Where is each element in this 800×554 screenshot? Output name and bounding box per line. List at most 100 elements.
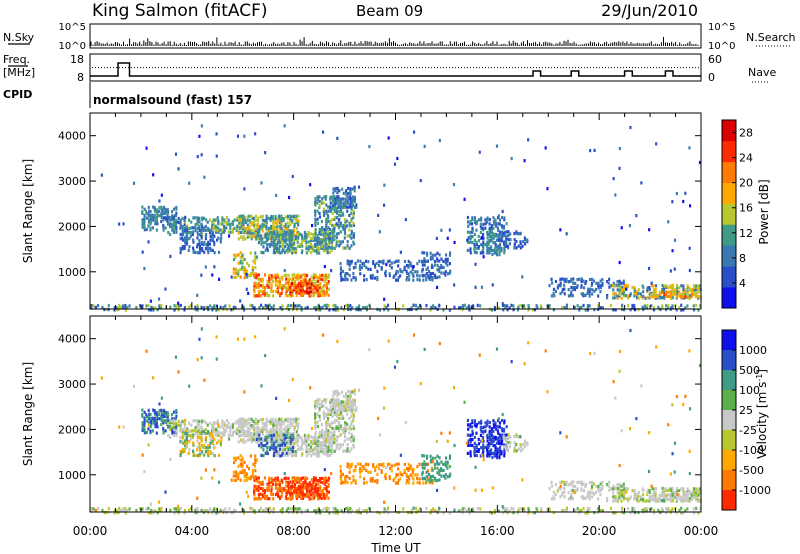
velocity-cell [307, 435, 310, 439]
power-cell [377, 263, 381, 268]
power-cell [198, 244, 202, 249]
velocity-cell [287, 482, 290, 486]
power-cell [327, 209, 330, 213]
velocity-cell [294, 482, 297, 487]
power-cell [699, 295, 702, 299]
power-cell [342, 213, 345, 217]
power-cell [406, 264, 409, 268]
power-cell [446, 259, 449, 263]
velocity-cell [344, 421, 347, 425]
power-cell [201, 216, 204, 220]
power-cell [444, 257, 447, 261]
power-cell [287, 277, 290, 281]
velocity-cell [281, 491, 284, 495]
power-cell [350, 232, 353, 236]
colorbar-swatch [722, 245, 736, 267]
velocity-cell [319, 493, 322, 497]
velocity-cell [345, 408, 348, 412]
power-cell [487, 249, 490, 253]
power-cell [241, 259, 244, 263]
power-cell [165, 216, 168, 220]
power-cell [303, 236, 306, 240]
velocity-cell [352, 406, 355, 410]
velocity-cell [479, 425, 482, 429]
power-cell [246, 231, 249, 235]
velocity-cell [243, 470, 246, 475]
power-cell [491, 283, 494, 287]
power-cell [686, 304, 689, 308]
power-cell [139, 304, 142, 308]
velocity-cell [469, 450, 472, 454]
velocity-cell [327, 445, 330, 449]
velocity-cell [289, 435, 292, 439]
velocity-cell [292, 453, 296, 457]
power-cell [252, 259, 255, 263]
power-cell [635, 214, 638, 218]
velocity-cell [418, 462, 421, 466]
power-cell [622, 279, 625, 283]
power-cell [501, 302, 504, 306]
velocity-cell [339, 465, 342, 469]
velocity-cell [182, 441, 185, 445]
velocity-cell [229, 429, 232, 433]
power-cell [680, 303, 683, 307]
velocity-cell [353, 435, 356, 439]
velocity-cell [185, 435, 188, 439]
velocity-cell [369, 479, 372, 483]
power-cell [149, 226, 152, 230]
velocity-cell [248, 421, 251, 426]
power-cell [170, 218, 173, 222]
velocity-cell [276, 452, 279, 456]
power-cell [572, 285, 575, 290]
velocity-cell [425, 475, 428, 479]
velocity-cell [369, 470, 372, 474]
power-cell [507, 233, 510, 238]
power-cell [431, 253, 435, 257]
power-cell [284, 226, 287, 230]
velocity-cell [288, 435, 291, 439]
power-cell [206, 249, 209, 253]
power-cell [324, 249, 327, 253]
power-cell [217, 308, 220, 312]
power-cell [495, 222, 498, 226]
velocity-cell [327, 437, 330, 441]
power-cell [399, 268, 402, 272]
power-cell [312, 236, 315, 240]
power-cell [181, 236, 184, 240]
power-cell [282, 244, 285, 249]
velocity-cell [494, 421, 497, 425]
velocity-cell [201, 452, 204, 456]
power-cell [695, 284, 698, 288]
velocity-cell [166, 421, 169, 426]
power-cell [214, 228, 217, 232]
power-cell [153, 216, 156, 220]
power-cell [397, 275, 400, 279]
velocity-cell [295, 422, 298, 426]
velocity-cell [274, 424, 277, 428]
velocity-cell [283, 433, 286, 437]
power-cell [452, 183, 456, 187]
velocity-cell [280, 420, 283, 424]
velocity-cell [291, 433, 295, 437]
velocity-cell [303, 433, 306, 438]
velocity-cell [152, 421, 155, 425]
power-cell [173, 308, 176, 312]
velocity-cell [356, 462, 360, 466]
velocity-cell [299, 445, 302, 450]
power-cell [233, 257, 236, 262]
power-cell [322, 233, 325, 237]
velocity-cell [239, 454, 242, 458]
velocity-cell [234, 474, 238, 478]
power-cell [633, 290, 636, 294]
power-cell [473, 218, 476, 222]
power-cell [519, 232, 522, 236]
power-x-axis [89, 113, 702, 309]
power-cell [255, 285, 258, 289]
power-cell [367, 260, 370, 264]
velocity-cell [432, 474, 435, 479]
velocity-cell [153, 416, 157, 420]
power-cell [484, 226, 487, 230]
power-cell [504, 306, 507, 310]
power-cell [171, 210, 174, 214]
velocity-cell [182, 433, 185, 437]
